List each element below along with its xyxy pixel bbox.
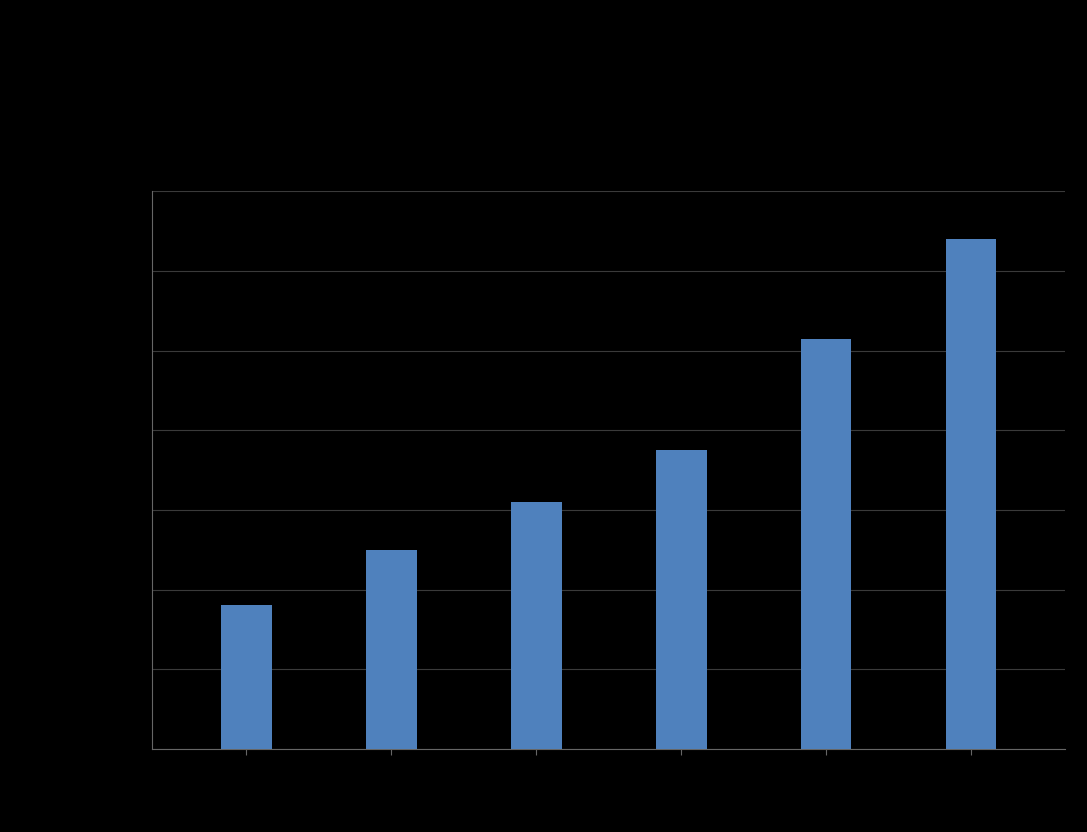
Bar: [221, 606, 272, 749]
Bar: [511, 502, 562, 749]
Bar: [801, 339, 851, 749]
Bar: [946, 239, 997, 749]
Bar: [655, 450, 707, 749]
Bar: [366, 550, 416, 749]
